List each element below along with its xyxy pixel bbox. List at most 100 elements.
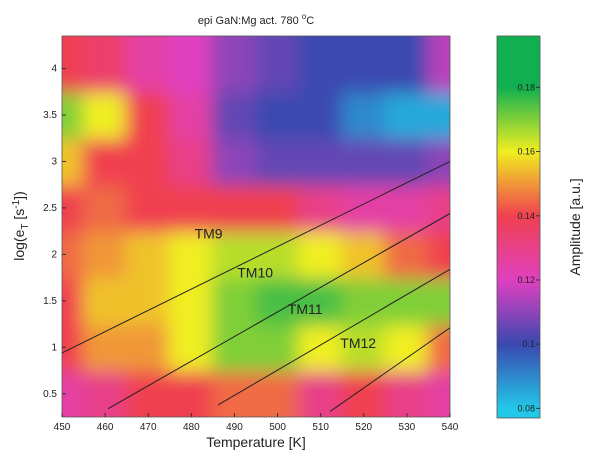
y-tick-label: 1.5 [43,296,57,307]
y-label-sub: T [20,224,31,230]
heat-cell [341,323,387,372]
heat-cell [82,230,128,279]
colorbar-label: Amplitude [a.u.] [567,178,583,275]
heat-cell [211,230,257,279]
x-tick-label: 540 [442,422,459,433]
y-tick-label: 2 [51,249,57,260]
heat-cell [384,36,430,93]
overlay: 450 460 470 480 490 500 510 520 530 540 0.5 1 1.5 2 2.… [43,35,541,433]
heat-cell [125,276,171,326]
x-tick-label: 490 [226,422,243,433]
y-label-text: ]) [11,191,27,200]
heat-cell [427,323,450,372]
heat-cell [168,90,214,140]
heat-cell [298,137,344,186]
heat-cell [427,36,450,93]
heat-cell [168,276,214,326]
y-axis-label: log(eT [s-1]) [11,191,31,261]
heat-cell [341,137,387,186]
heat-cell [298,323,344,372]
heat-cell [82,90,128,140]
heatmap [62,36,450,417]
heat-cell [384,183,430,233]
x-tick-label: 500 [269,422,286,433]
heat-cell [427,276,450,326]
heat-cell [255,276,301,326]
heat-cell [341,90,387,140]
heat-cell [211,369,257,417]
heat-cell [298,90,344,140]
heat-cell [82,369,128,417]
annotation: TM9 [195,226,223,242]
heat-cell [62,230,85,279]
chart-title: epi GaN:Mg act. 780 oC [198,12,314,27]
heat-cell [82,137,128,186]
x-tick-label: 450 [54,422,71,433]
heat-cell [168,323,214,372]
heat-cell [255,90,301,140]
heat-cell [255,36,301,93]
heat-cell [62,183,85,233]
heat-cell [427,90,450,140]
heat-cell [341,183,387,233]
title-sup: o [302,12,307,21]
annotation: TM11 [288,301,323,317]
y-label-sup: -1 [11,199,22,208]
heat-cell [427,369,450,417]
heat-cell [125,230,171,279]
heat-cell [125,36,171,93]
heat-cell [62,90,85,140]
fit-line [107,213,450,410]
fit-line [217,268,450,406]
x-tick-label: 520 [355,422,372,433]
colorbar-tick-label: 0.16 [517,147,535,157]
heat-cell [82,36,128,93]
heat-cell [298,230,344,279]
heat-cell [168,36,214,93]
heat-cell [255,183,301,233]
heat-cell [62,137,85,186]
plot-frame [61,35,451,418]
heat-cell [384,90,430,140]
heat-cell [298,276,344,326]
heat-cell [427,230,450,279]
y-tick-label: 3.5 [43,110,57,121]
colorbar-tick-label: 0.14 [517,211,535,221]
x-tick-label: 460 [97,422,114,433]
heat-cell [125,137,171,186]
fit-line [62,161,450,354]
x-tick-label: 510 [312,422,329,433]
y-tick-label: 2.5 [43,203,57,214]
heat-cell [211,276,257,326]
title-text: epi GaN:Mg act. 780 [198,15,302,27]
x-tick-label: 530 [399,422,416,433]
heat-cell [125,323,171,372]
heat-cell [82,276,128,326]
heatmap-cells [62,36,450,417]
heat-cell [82,323,128,372]
heat-cell [211,36,257,93]
heat-cell [298,369,344,417]
heat-cell [255,323,301,372]
heat-cell [384,137,430,186]
y-label-text: log(e [11,229,27,260]
heat-cell [211,90,257,140]
heat-cell [62,369,85,417]
heat-cell [168,183,214,233]
annotation: TM10 [237,265,273,281]
heat-cell [168,369,214,417]
y-tick-label: 1 [51,342,57,353]
x-tick-label: 480 [183,422,200,433]
heat-cell [125,183,171,233]
heat-cell [62,276,85,326]
heat-cell [384,276,430,326]
x-tick-label: 470 [140,422,157,433]
colorbar-tick-label: 0.08 [517,403,535,413]
heat-cell [62,36,85,93]
heat-cell [168,137,214,186]
fit-line [329,327,450,412]
title-text: C [306,15,314,27]
heat-cell [125,90,171,140]
